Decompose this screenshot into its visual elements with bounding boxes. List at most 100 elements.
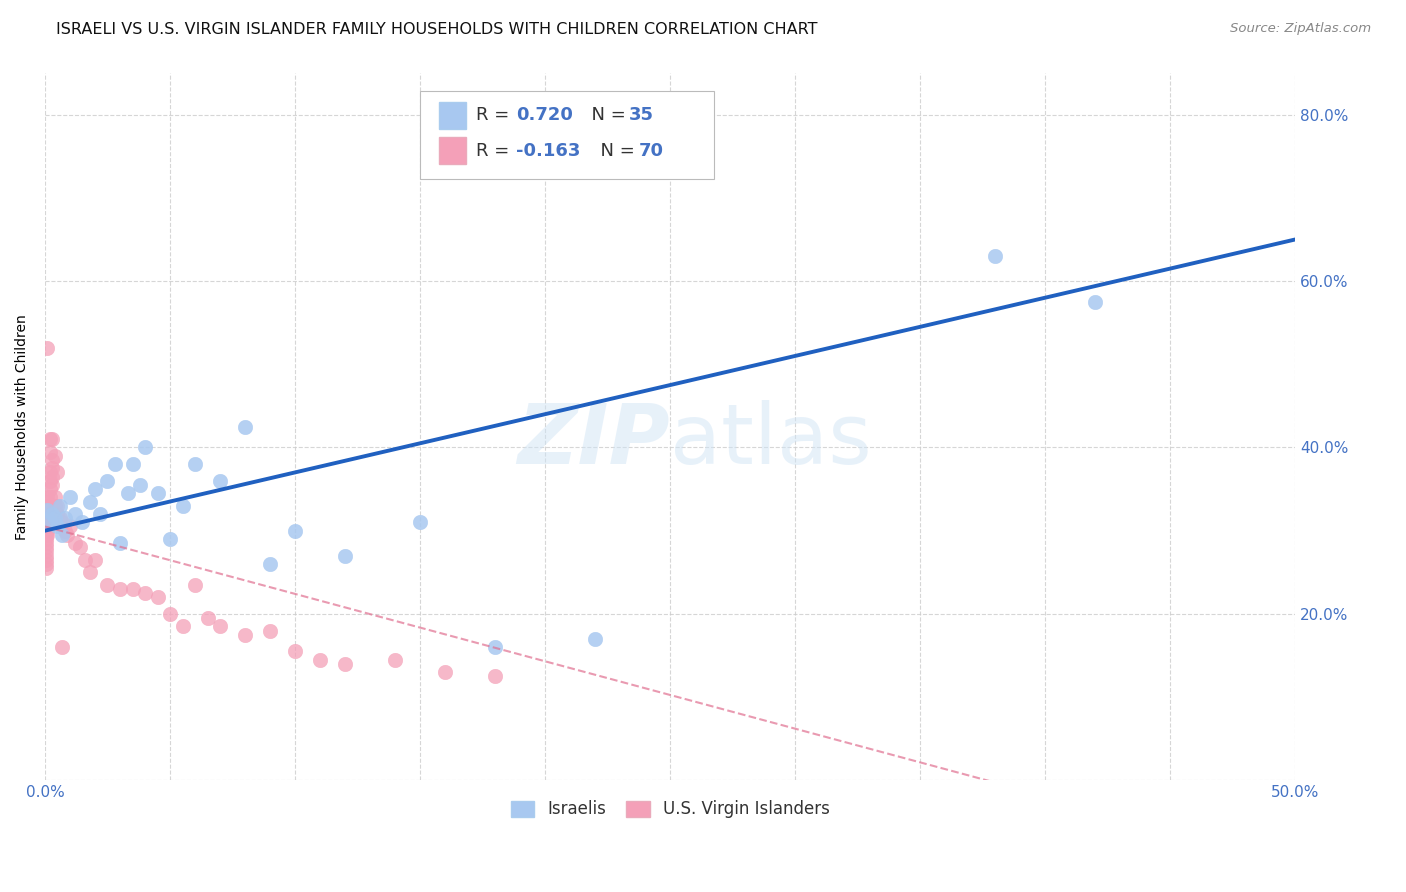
Point bbox=[79, 494, 101, 508]
Point bbox=[63, 536, 86, 550]
Point bbox=[309, 653, 332, 667]
Point bbox=[146, 486, 169, 500]
Point bbox=[35, 549, 58, 563]
Point bbox=[44, 449, 66, 463]
Point bbox=[409, 516, 432, 530]
Point bbox=[259, 624, 281, 638]
Text: 70: 70 bbox=[638, 142, 664, 160]
Point bbox=[184, 457, 207, 471]
Point bbox=[89, 507, 111, 521]
Point bbox=[44, 499, 66, 513]
Text: R =: R = bbox=[477, 142, 516, 160]
Text: atlas: atlas bbox=[671, 401, 872, 482]
Point bbox=[49, 499, 72, 513]
Point bbox=[37, 528, 59, 542]
Point bbox=[63, 507, 86, 521]
Point bbox=[39, 432, 62, 446]
Point bbox=[37, 519, 59, 533]
Point bbox=[434, 665, 457, 679]
Point bbox=[46, 499, 69, 513]
Point bbox=[121, 457, 143, 471]
Point bbox=[46, 507, 69, 521]
Point bbox=[35, 536, 58, 550]
Point bbox=[35, 553, 58, 567]
Point bbox=[59, 491, 82, 505]
Text: Source: ZipAtlas.com: Source: ZipAtlas.com bbox=[1230, 22, 1371, 36]
Point bbox=[53, 524, 76, 538]
Legend: Israelis, U.S. Virgin Islanders: Israelis, U.S. Virgin Islanders bbox=[503, 794, 837, 825]
Point bbox=[37, 491, 59, 505]
Point bbox=[53, 511, 76, 525]
Point bbox=[35, 528, 58, 542]
Point bbox=[41, 461, 63, 475]
FancyBboxPatch shape bbox=[439, 137, 467, 164]
Point bbox=[41, 507, 63, 521]
Point bbox=[46, 466, 69, 480]
FancyBboxPatch shape bbox=[420, 91, 714, 179]
Point bbox=[984, 249, 1007, 263]
Point bbox=[84, 482, 107, 496]
Point bbox=[49, 516, 72, 530]
Point bbox=[35, 557, 58, 571]
Point bbox=[129, 478, 152, 492]
Point bbox=[56, 528, 79, 542]
Point bbox=[73, 553, 96, 567]
Point bbox=[259, 557, 281, 571]
Point bbox=[37, 524, 59, 538]
Point bbox=[583, 632, 606, 646]
Point bbox=[384, 653, 406, 667]
Point bbox=[39, 482, 62, 496]
Point bbox=[108, 536, 131, 550]
Point bbox=[35, 516, 58, 530]
Point bbox=[108, 582, 131, 596]
FancyBboxPatch shape bbox=[439, 102, 467, 128]
Point bbox=[44, 491, 66, 505]
Point bbox=[284, 644, 307, 658]
Point bbox=[1084, 294, 1107, 309]
Point bbox=[159, 607, 181, 621]
Point bbox=[172, 619, 194, 633]
Point bbox=[37, 511, 59, 525]
Point bbox=[37, 503, 59, 517]
Point bbox=[35, 544, 58, 558]
Point bbox=[39, 444, 62, 458]
Point bbox=[209, 474, 232, 488]
Point bbox=[46, 519, 69, 533]
Point bbox=[284, 524, 307, 538]
Point bbox=[59, 519, 82, 533]
Point bbox=[49, 511, 72, 525]
Text: ISRAELI VS U.S. VIRGIN ISLANDER FAMILY HOUSEHOLDS WITH CHILDREN CORRELATION CHAR: ISRAELI VS U.S. VIRGIN ISLANDER FAMILY H… bbox=[56, 22, 818, 37]
Point bbox=[79, 566, 101, 580]
Point bbox=[37, 516, 59, 530]
Point bbox=[96, 474, 118, 488]
Point bbox=[41, 453, 63, 467]
Text: -0.163: -0.163 bbox=[516, 142, 581, 160]
Point bbox=[172, 499, 194, 513]
Point bbox=[146, 591, 169, 605]
Point bbox=[37, 341, 59, 355]
Point bbox=[134, 441, 156, 455]
Point bbox=[197, 611, 219, 625]
Point bbox=[134, 586, 156, 600]
Text: ZIP: ZIP bbox=[517, 401, 671, 482]
Point bbox=[233, 628, 256, 642]
Point bbox=[37, 499, 59, 513]
Point bbox=[233, 419, 256, 434]
Point bbox=[35, 519, 58, 533]
Point bbox=[121, 582, 143, 596]
Point bbox=[41, 478, 63, 492]
Point bbox=[41, 469, 63, 483]
Point bbox=[159, 532, 181, 546]
Point bbox=[84, 553, 107, 567]
Point bbox=[39, 466, 62, 480]
Point bbox=[35, 541, 58, 555]
Text: N =: N = bbox=[589, 142, 641, 160]
Text: N =: N = bbox=[581, 106, 631, 124]
Point bbox=[39, 516, 62, 530]
Point bbox=[104, 457, 127, 471]
Text: 0.720: 0.720 bbox=[516, 106, 574, 124]
Point bbox=[184, 578, 207, 592]
Point bbox=[51, 528, 73, 542]
Point bbox=[35, 561, 58, 575]
Point bbox=[484, 640, 506, 655]
